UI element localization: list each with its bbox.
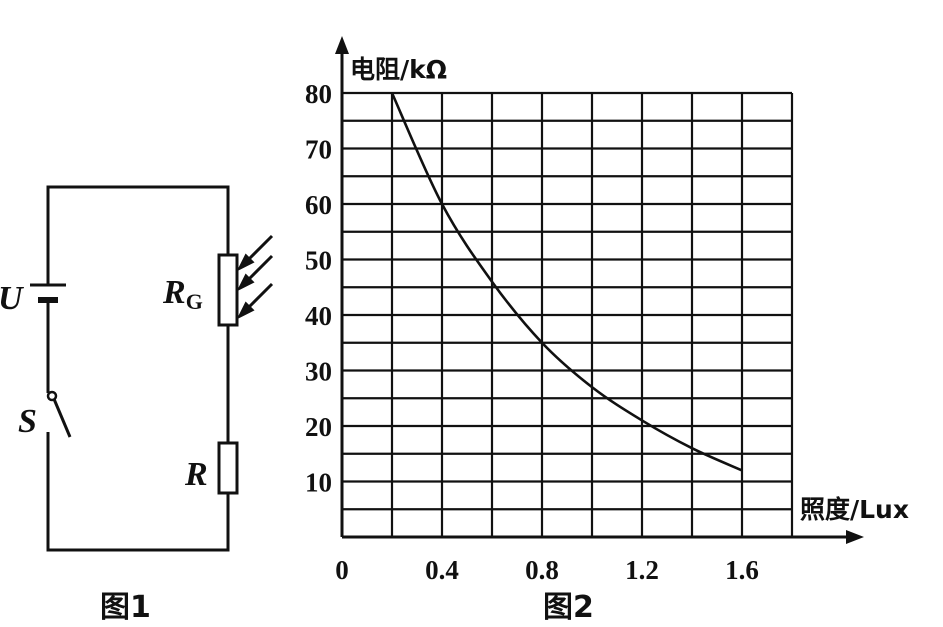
y-axis-arrow-icon (335, 36, 349, 54)
photoresistor-label: RG (162, 274, 203, 314)
resistor-label: R (184, 456, 208, 493)
wire-bottom (46, 432, 230, 552)
y-tick-label: 10 (305, 468, 332, 498)
y-tick-label: 50 (305, 246, 332, 276)
chart-grid (342, 91, 794, 537)
x-axis-title: 照度/Lux (800, 495, 909, 524)
x-tick-label: 0 (335, 555, 349, 585)
y-tick-label: 20 (305, 412, 332, 442)
y-tick-label: 30 (305, 357, 332, 387)
resistor-symbol (217, 441, 239, 495)
battery-symbol (30, 283, 66, 303)
figure2-caption: 图2 (543, 590, 594, 625)
figure1-caption: 图1 (100, 590, 151, 625)
resistance-illuminance-chart: 0 0.4 0.8 1.2 1.6 80 70 60 50 40 30 20 10 电阻/kΩ 照度/L… (305, 36, 909, 625)
y-tick-label: 40 (305, 301, 332, 331)
resistance-curve (390, 92, 743, 472)
y-tick-label: 60 (305, 190, 332, 220)
y-tick-label: 70 (305, 135, 332, 165)
x-tick-label: 1.2 (625, 555, 659, 585)
y-tick-label: 80 (305, 79, 332, 109)
wire-top (46, 185, 230, 285)
chart-tick-labels: 0 0.4 0.8 1.2 1.6 80 70 60 50 40 30 20 10 (305, 79, 759, 585)
x-tick-label: 1.6 (725, 555, 759, 585)
circuit-diagram: U S RG R 图1 (0, 185, 274, 625)
y-axis-title: 电阻/kΩ (350, 55, 447, 84)
x-axis-arrow-icon (846, 530, 864, 544)
battery-label: U (0, 280, 25, 317)
switch-label: S (18, 403, 37, 440)
switch-symbol (46, 390, 72, 438)
photoresistor-symbol (217, 253, 239, 327)
chart-axes (335, 36, 864, 544)
x-tick-label: 0.8 (525, 555, 559, 585)
x-tick-label: 0.4 (425, 555, 459, 585)
light-arrows-icon (236, 234, 274, 320)
